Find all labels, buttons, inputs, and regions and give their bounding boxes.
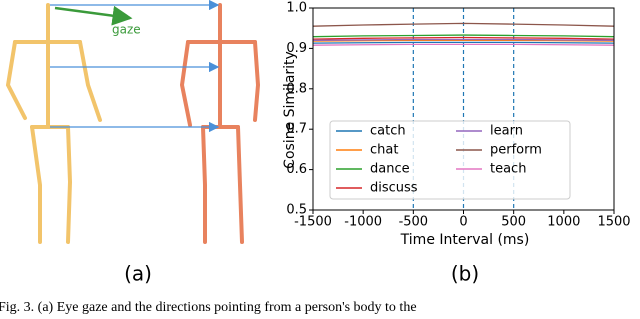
series-line bbox=[312, 38, 615, 41]
x-tick-label: -500 bbox=[399, 215, 429, 230]
legend-label: chat bbox=[370, 143, 398, 158]
y-tick-label: 0.8 bbox=[286, 81, 307, 96]
y-tick-label: 0.9 bbox=[286, 41, 307, 56]
series-line bbox=[312, 22, 615, 27]
panel-label: (a) bbox=[124, 262, 152, 286]
x-tick-label: 1000 bbox=[547, 215, 580, 230]
legend-label: perform bbox=[490, 143, 542, 158]
series-line bbox=[312, 36, 615, 40]
y-tick-label: 0.6 bbox=[286, 162, 307, 177]
y-axis-label: Cosine Similarity bbox=[282, 51, 298, 169]
legend-label: catch bbox=[370, 124, 406, 139]
series-line bbox=[312, 39, 615, 42]
skeleton-right bbox=[179, 3, 261, 244]
x-tick-label: 0 bbox=[459, 215, 467, 230]
direction-arrows bbox=[50, 0, 220, 133]
x-tick-label: -1000 bbox=[344, 215, 382, 230]
legend-label: teach bbox=[490, 162, 526, 177]
x-axis-label: Time Interval (ms) bbox=[400, 232, 530, 248]
caption: Fig. 3. (a) Eye gaze and the directions … bbox=[0, 300, 417, 315]
y-tick-label: 1.0 bbox=[286, 1, 307, 16]
skeleton-left bbox=[5, 3, 102, 244]
x-tick-label: 500 bbox=[501, 215, 526, 230]
legend-box bbox=[329, 120, 571, 200]
gaze-arrow bbox=[54, 5, 133, 26]
series-line bbox=[312, 43, 615, 46]
legend-label: dance bbox=[370, 162, 410, 177]
series-line bbox=[312, 41, 615, 44]
plot-frame bbox=[312, 7, 615, 211]
gaze-label: gaze bbox=[112, 23, 141, 37]
plot: 0.5 0.6 0.7 0.8 0.9 1.0 -1500 -1000 -500 0 500 1000… bbox=[286, 1, 630, 230]
legend-label: learn bbox=[490, 124, 523, 139]
legend-label: discuss bbox=[370, 181, 418, 196]
panel-label: (b) bbox=[451, 262, 479, 286]
series-line bbox=[312, 34, 615, 38]
y-tick-label: 0.5 bbox=[286, 203, 307, 218]
y-tick-label: 0.7 bbox=[286, 122, 307, 137]
x-tick-label: -1500 bbox=[294, 215, 332, 230]
x-tick-label: 1500 bbox=[597, 215, 630, 230]
